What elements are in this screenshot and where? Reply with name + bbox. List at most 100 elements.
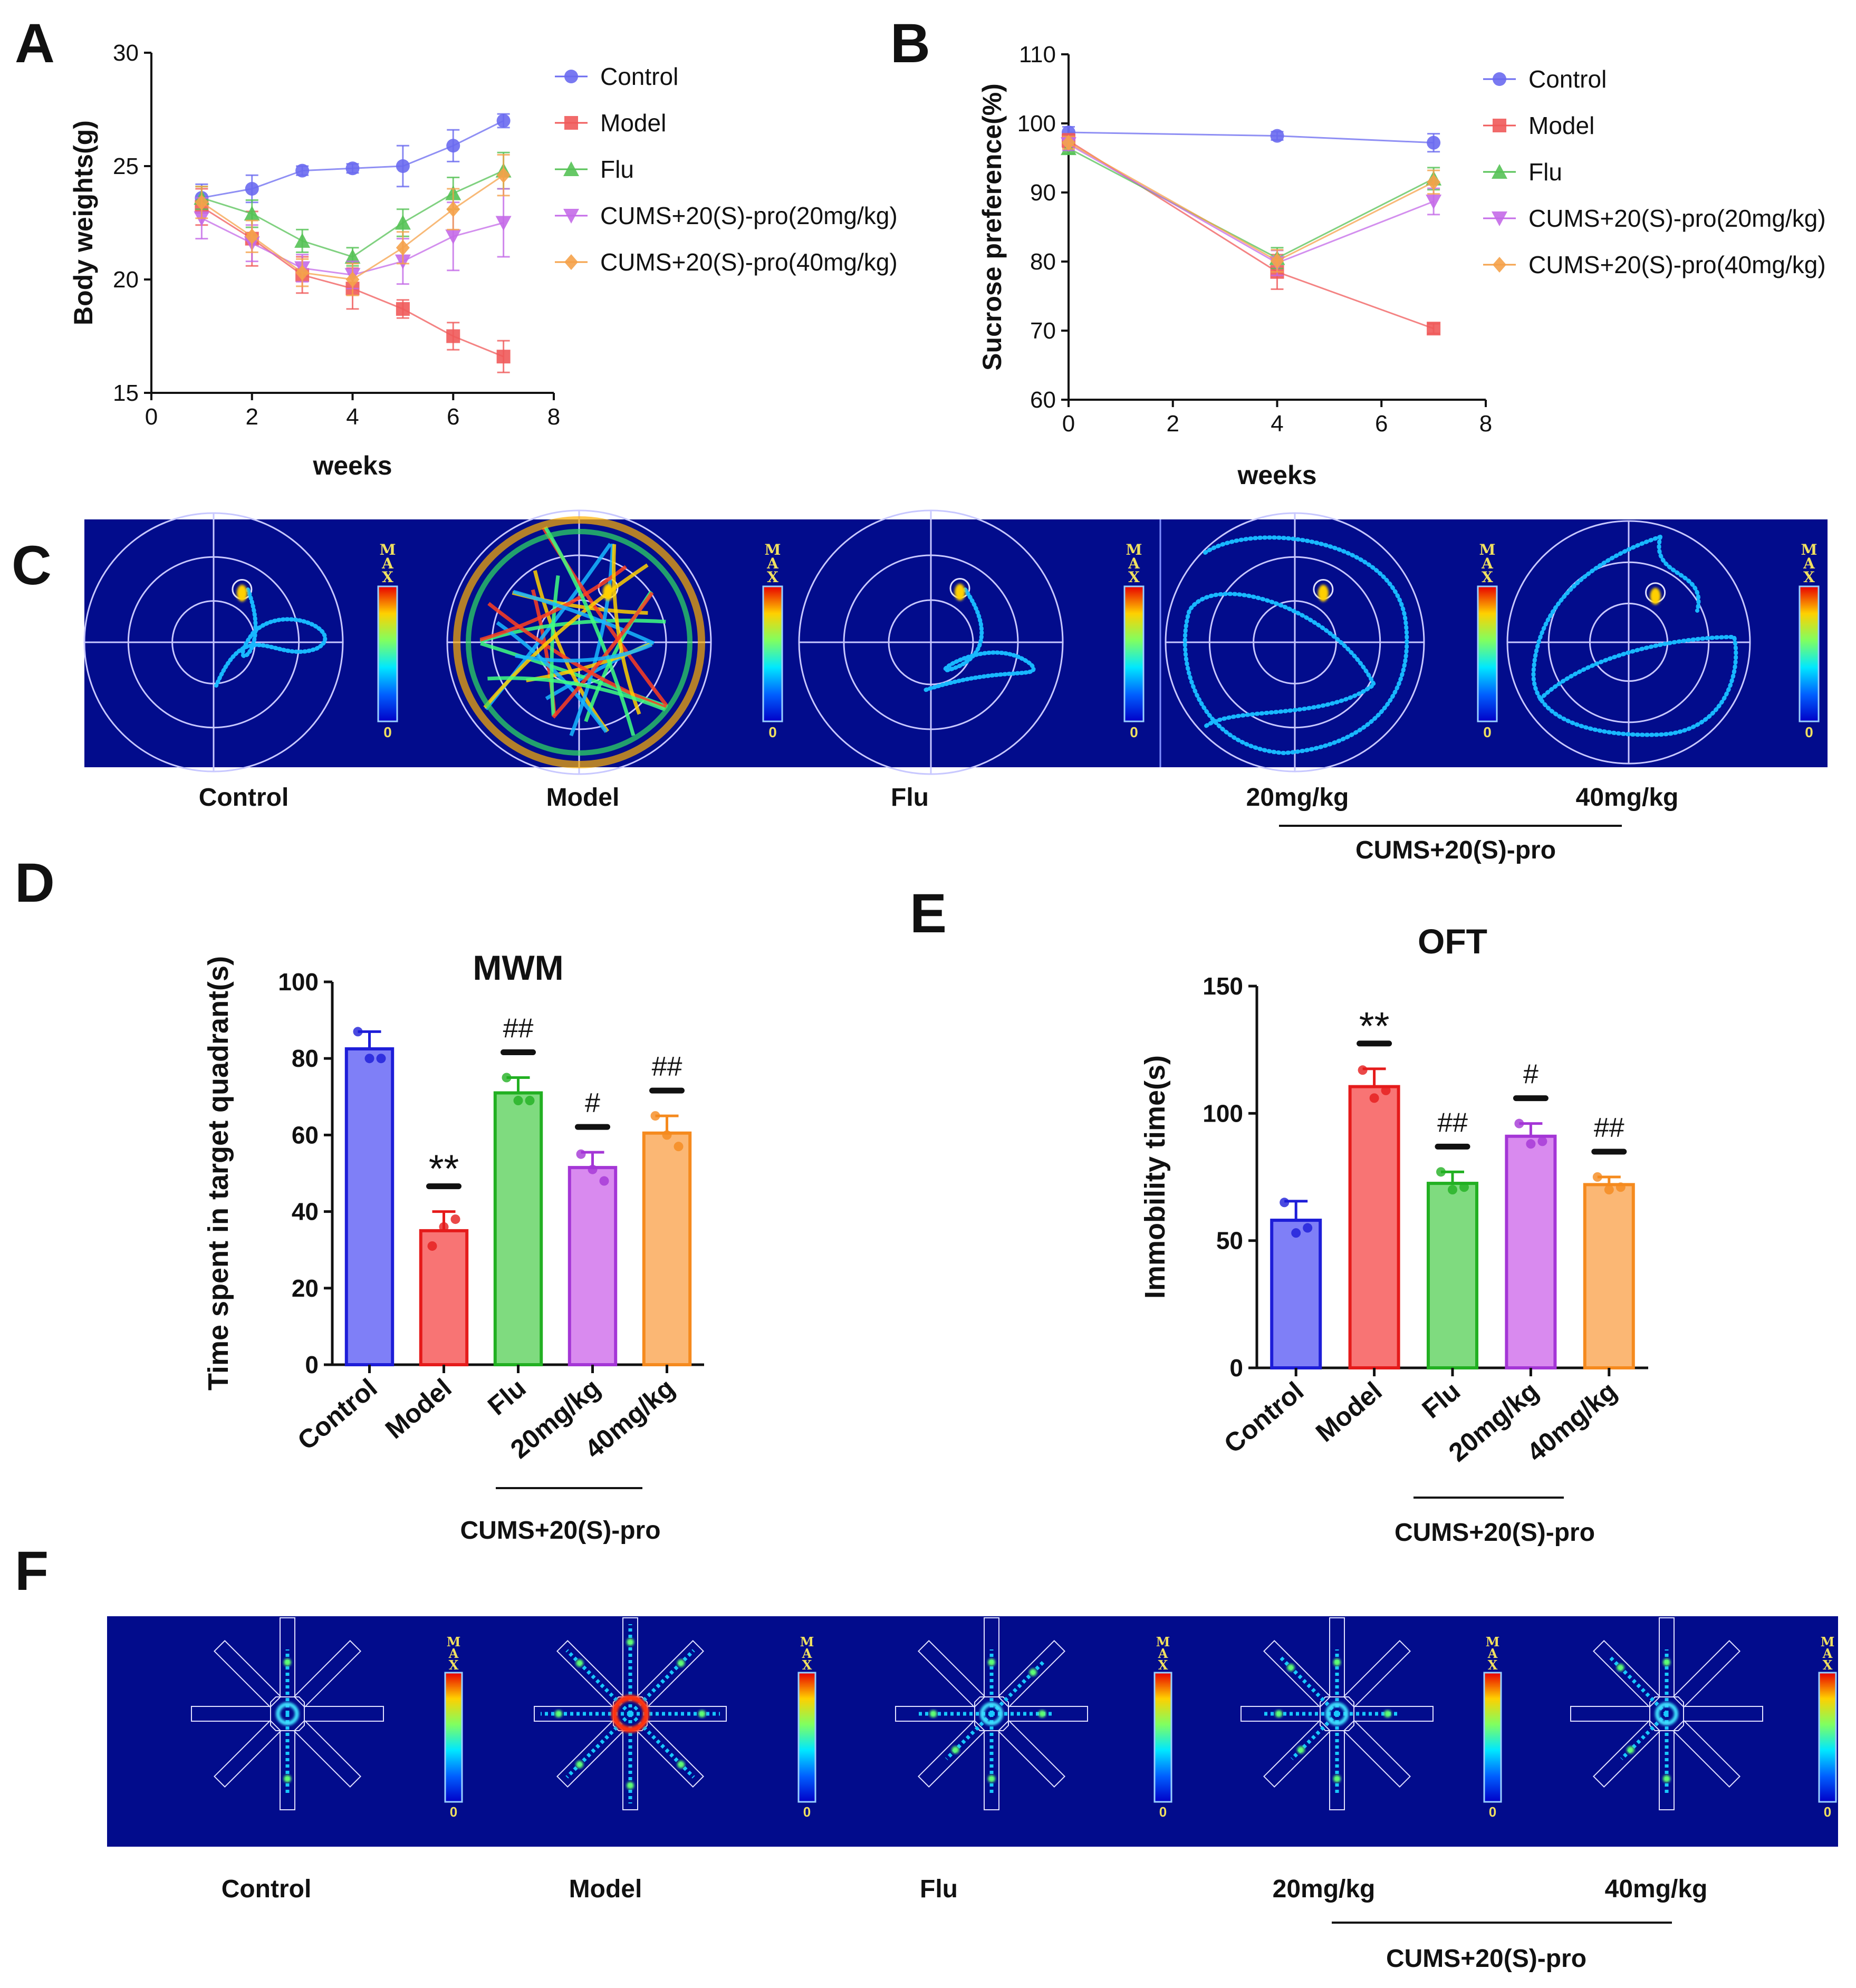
swim-track [479,565,627,642]
track-hotspot [627,1782,634,1789]
swim-track-edge [466,529,693,756]
swim-track [1531,535,1738,737]
maze-arm [895,1706,975,1722]
scale-min-label: 0 [1805,724,1813,740]
data-point [496,114,511,128]
bar-flu: ## Flu [482,1014,543,1421]
swim-track [214,587,328,688]
y-tick-label: 100 [278,968,319,996]
x-tick-label: Control [1218,1376,1309,1459]
data-dot [513,1096,523,1106]
maze-arm [1343,1720,1411,1788]
data-dot [674,1142,684,1152]
legend-label: Model [1528,112,1594,139]
heatmap-c-pool-model [446,509,712,775]
data-dot [1280,1198,1290,1208]
legend-marker [564,254,578,270]
maze-arm [1592,1720,1661,1788]
track-hotspot [575,1761,583,1769]
maze-arm [984,1617,999,1697]
scale-max-letter: M [1486,1634,1500,1649]
data-point [345,272,360,287]
maze-arm [191,1706,271,1722]
heatmap-c-pool-40mg-kg [1506,520,1751,765]
heatmap-f-color-scale: MAX 0 [444,1634,463,1820]
heatmap-c-label-control: Control [199,784,289,812]
swim-track [483,563,649,709]
heatmap-c-color-scale: MAX 0 [1477,541,1498,740]
y-tick-label: 20 [113,267,139,293]
scale-max-letter: A [766,555,779,572]
arm-track [1277,1654,1339,1715]
data-dot [427,1241,437,1251]
track-hotspot [1663,1658,1670,1666]
data-point [446,329,460,343]
bar [419,1229,469,1366]
y-tick-label: 110 [1019,42,1056,67]
y-tick-label: 80 [1030,249,1056,275]
data-point [245,228,259,245]
x-tick-label: Model [380,1373,457,1445]
maze-arm [280,1617,295,1697]
y-tick-label: 150 [1203,972,1243,1000]
swim-track [921,587,1036,693]
scale-min-label: 0 [1159,1804,1167,1820]
data-dot [1303,1223,1313,1233]
legend-marker [564,70,578,83]
chart-a-body-weights: 15 20 25 30 0 2 4 6 8 weeks Body weights(g) Control… [69,40,898,480]
data-dot [450,1214,460,1224]
scale-min-label: 0 [1130,724,1138,740]
group-label: CUMS+20(S)-pro [1395,1519,1595,1547]
y-tick-label: 50 [1216,1227,1243,1254]
heatmap-f-maze-40mg-kg [1570,1617,1763,1810]
chart-title: OFT [1418,922,1487,961]
y-tick-label: 80 [292,1045,319,1072]
track-hotspot [988,1775,995,1783]
heatmap-f-label-40mg: 40mg/kg [1605,1875,1708,1903]
heatmap-f-labels: Control Model Flu 20mg/kg 40mg/kg CUMS+2… [222,1875,1708,1973]
maze-arm [1659,1617,1675,1697]
data-dot [1381,1085,1391,1095]
scale-max-letter: X [1488,1657,1498,1673]
legend-label: CUMS+20(S)-pro(40mg/kg) [1528,251,1826,278]
y-tick-label: 60 [1030,387,1056,413]
data-point [446,139,460,153]
data-point [1062,134,1075,151]
x-tick-label: 2 [246,404,258,430]
data-dot [1291,1228,1301,1238]
hotspot [603,584,613,601]
x-tick-label: 2 [1167,411,1179,437]
scale-max-letter: X [382,568,393,586]
chart-e-oft: OFT 0 50 100 150 Immobility time(s) Control ** M… [1139,922,1648,1547]
maze-arm [1683,1706,1763,1722]
x-tick-label: Model [1310,1376,1388,1448]
heatmap-f-color-scale: MAX 0 [1483,1634,1502,1820]
y-tick-label: 0 [1229,1354,1243,1382]
heatmap-c-color-scale: MAX 0 [762,541,783,740]
track-hotspot [1663,1775,1670,1783]
maze-arm [984,1730,999,1810]
heatmap-c-pool-control [83,512,344,773]
data-point [1427,322,1441,336]
scale-bar [1818,1672,1837,1803]
swim-track [487,602,667,710]
data-dot [1514,1118,1524,1128]
data-point [395,215,411,230]
x-axis-label: weeks [1237,460,1316,490]
y-tick-label: 60 [292,1121,319,1149]
scale-bar [444,1672,463,1803]
heatmap-f-color-scale: MAX 0 [1153,1634,1172,1820]
data-point [495,216,512,231]
y-tick-label: 20 [292,1275,319,1302]
scale-min-label: 0 [803,1804,811,1820]
scale-bar [1123,585,1145,722]
data-point [1270,253,1284,269]
scale-max-letter: A [381,555,394,572]
maze-arm [213,1639,282,1708]
group-label: CUMS+20(S)-pro [460,1517,660,1545]
significance-label: ## [503,1014,534,1044]
legend-label: CUMS+20(S)-pro(20mg/kg) [1528,205,1826,232]
heatmap-f-color-scale: MAX 0 [797,1634,816,1820]
data-dot [353,1027,363,1037]
maze-arm [997,1720,1066,1788]
